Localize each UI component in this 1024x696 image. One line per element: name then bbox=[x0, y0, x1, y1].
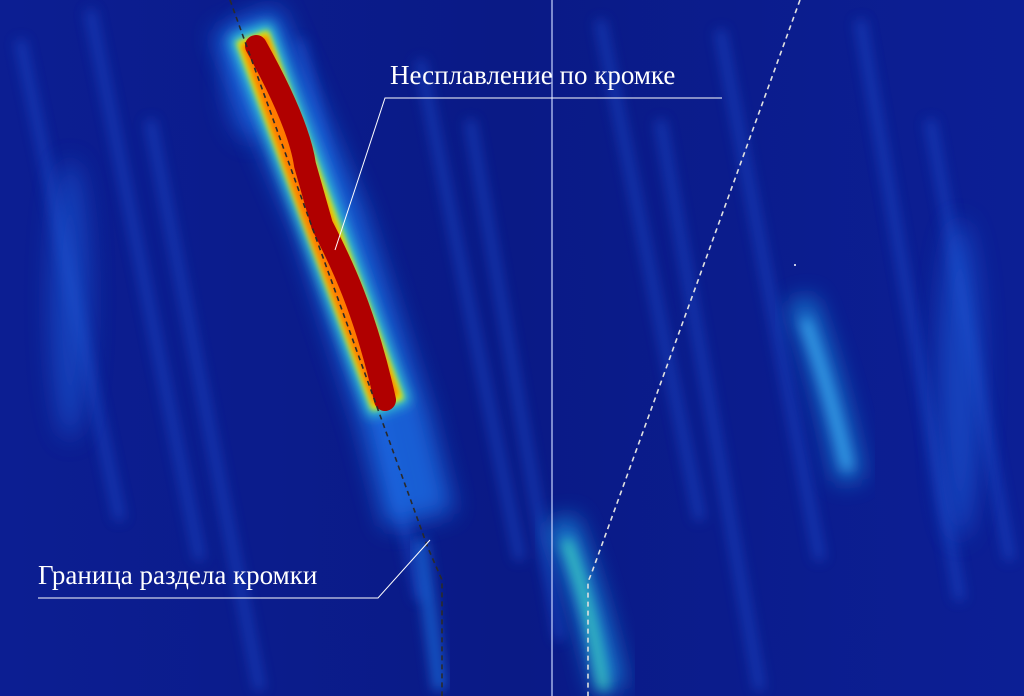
boundary-leader-line bbox=[38, 539, 431, 599]
boundary-label: Граница раздела кромки bbox=[38, 560, 318, 590]
artifact-dot bbox=[794, 264, 796, 266]
defect-leader-line bbox=[334, 97, 722, 251]
defect-label: Несплавление по кромке bbox=[390, 60, 676, 90]
right-edge-boundary-line bbox=[587, 0, 801, 696]
left-edge-boundary-line bbox=[229, 0, 443, 696]
annotation-leaders bbox=[38, 97, 722, 599]
secondary-reflection bbox=[787, 295, 863, 483]
defect-indication bbox=[212, 6, 454, 529]
